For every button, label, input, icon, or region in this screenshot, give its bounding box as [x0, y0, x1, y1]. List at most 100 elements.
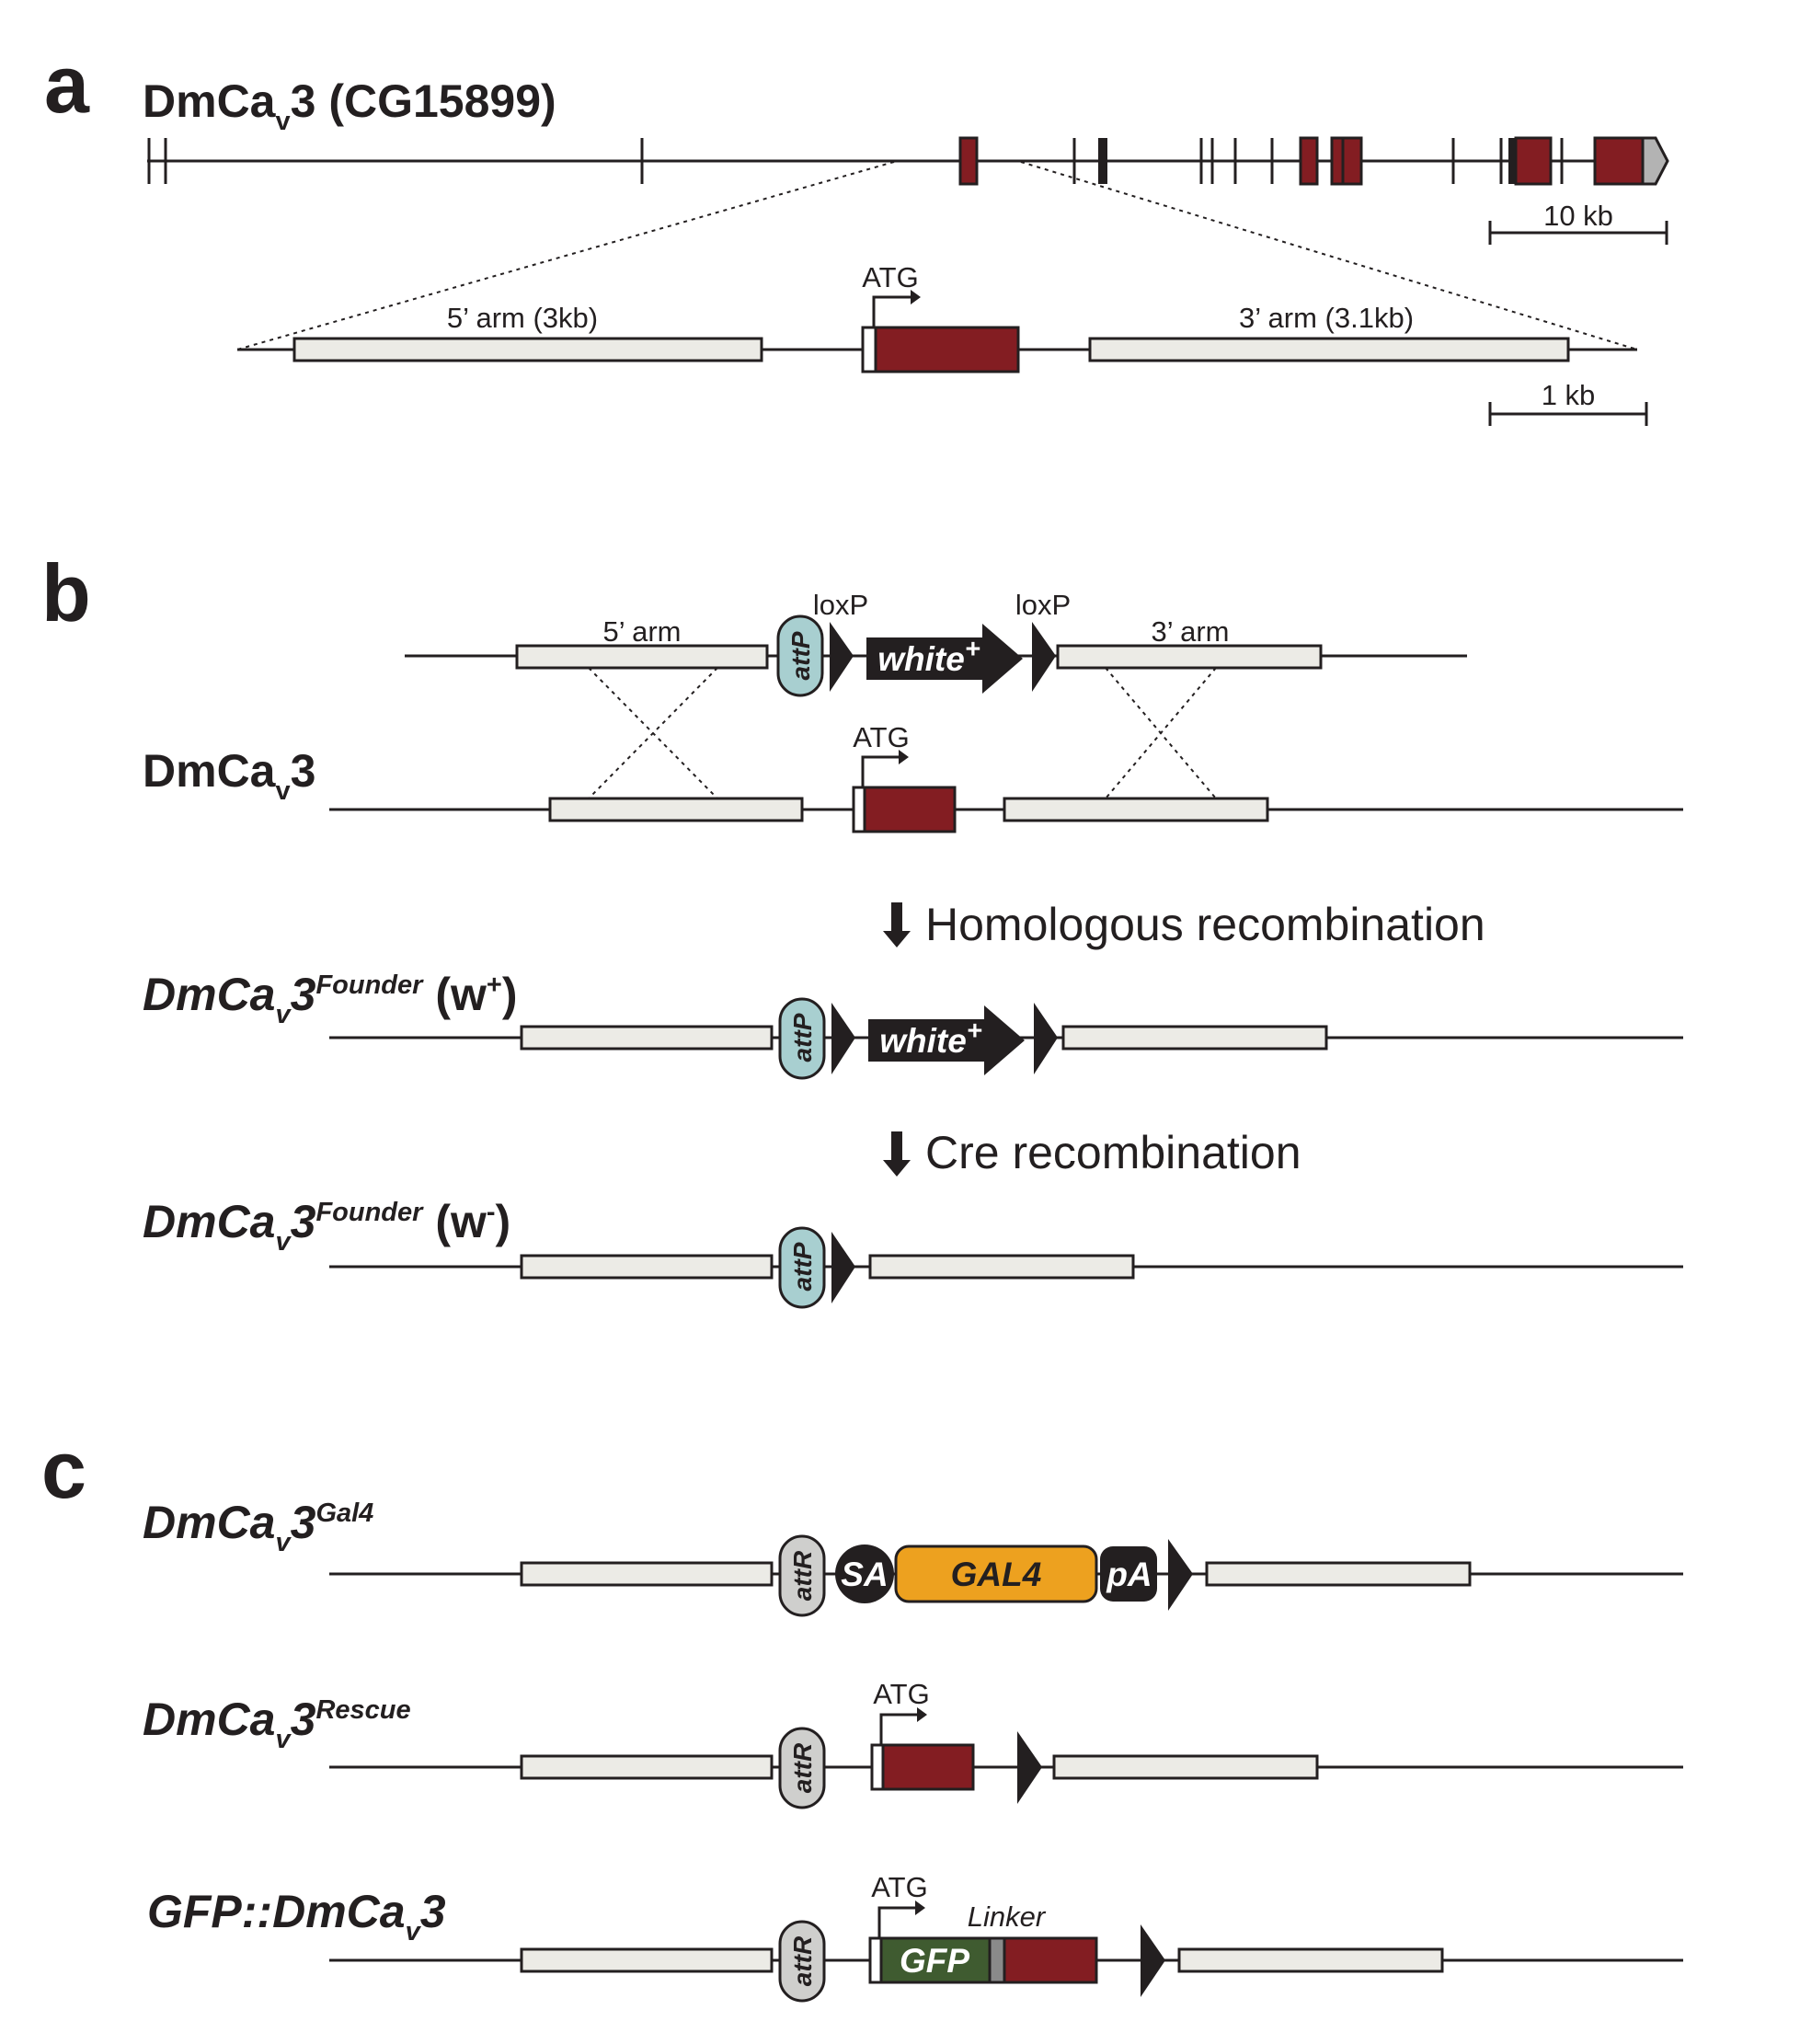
- attr-label-1: attR: [788, 1550, 817, 1601]
- exon-box: [874, 326, 1020, 373]
- gal4-tail: 3: [291, 1497, 316, 1548]
- w-plus-sup: +: [487, 970, 502, 1000]
- wt-allele: ATG: [329, 721, 1683, 833]
- rescue-allele-label: DmCav3Rescue: [143, 1694, 411, 1754]
- scale-bar-1kb-label: 1 kb: [1542, 379, 1596, 411]
- gfp-sub: v: [406, 1917, 422, 1946]
- gal4-allele: attR SA GAL4 pA: [329, 1534, 1683, 1617]
- attp-label-3: attP: [788, 1242, 817, 1291]
- scale-bar-10kb-label: 10 kb: [1543, 200, 1613, 232]
- sa-circle: [835, 1544, 894, 1603]
- gene-name-tail: 3 (CG15899): [291, 75, 556, 127]
- atg-label-c2: ATG: [871, 1871, 927, 1903]
- down-arrow-2: [883, 1131, 911, 1177]
- panel-a-label: a: [44, 39, 90, 130]
- step-cre-label: Cre recombination: [925, 1127, 1301, 1178]
- gfp-prefix: GFP::DmCa: [147, 1886, 406, 1937]
- zoomed-region: ATG 5’ arm (3kb) 3’ arm (3.1kb): [237, 261, 1637, 373]
- linker-box: [988, 1936, 1006, 1984]
- founder-sub-1: v: [275, 1000, 292, 1029]
- gene-model: [147, 136, 1669, 186]
- linker-label: Linker: [968, 1900, 1047, 1933]
- gfp-box-label: GFP: [900, 1942, 969, 1980]
- attp-oval: [776, 614, 824, 697]
- founder-w-1: (w: [422, 969, 487, 1020]
- gal4-main: DmCa: [143, 1497, 275, 1548]
- founder-wplus-allele: attP white+: [329, 997, 1683, 1080]
- step-cre: Cre recombination: [883, 1127, 1301, 1178]
- rescue-main: DmCa: [143, 1694, 275, 1745]
- step-homologous-label: Homologous recombination: [925, 899, 1485, 950]
- white-label-1: white+: [877, 635, 980, 678]
- attr-label-2: attR: [788, 1742, 817, 1793]
- pa-label: pA: [1106, 1556, 1152, 1593]
- panel-b-label: b: [41, 547, 91, 638]
- donor-arm3-label: 3’ arm: [1152, 615, 1230, 648]
- gfp-tail: 3: [420, 1886, 446, 1937]
- step-homologous: Homologous recombination: [883, 899, 1485, 950]
- sa-label: SA: [841, 1556, 888, 1593]
- wt-sub: v: [275, 776, 290, 806]
- gene-name-sub: v: [275, 107, 290, 136]
- atg-label-c1: ATG: [873, 1678, 929, 1710]
- crossover-lines: [588, 667, 1217, 799]
- attr-label-3: attR: [788, 1935, 817, 1986]
- founder-main-2: DmCa: [143, 1196, 275, 1247]
- gene-name-main: DmCa: [143, 75, 277, 127]
- white-sup-2: +: [967, 1016, 982, 1046]
- donor-construct: 5’ arm 3’ arm attP loxP white+ loxP: [405, 589, 1467, 697]
- founder-wplus-label: DmCav3Founder (w+): [143, 969, 517, 1029]
- down-arrow-1: [883, 902, 911, 947]
- arm-3-label: 3’ arm (3.1kb): [1239, 302, 1414, 334]
- founder-main-1: DmCa: [143, 969, 275, 1020]
- wt-tail: 3: [291, 745, 316, 797]
- loxp-right-label: loxP: [1015, 589, 1071, 621]
- loxp-left-label: loxP: [813, 589, 868, 621]
- founder-sup-2: Founder: [315, 1198, 424, 1227]
- gfp-box: [879, 1936, 992, 1984]
- loxp-left-triangle: [830, 622, 854, 692]
- rescue-sub: v: [275, 1725, 292, 1754]
- close-paren-1: ): [502, 969, 518, 1020]
- founder-tail-1: 3: [291, 969, 316, 1020]
- gfp-allele: attR GFP ATG Linker: [329, 1871, 1683, 2003]
- panel-c-label: c: [41, 1424, 86, 1515]
- gene-name-label: DmCav3 (CG15899): [143, 75, 556, 136]
- gal4-sub: v: [275, 1528, 292, 1557]
- pa-box: [1100, 1546, 1157, 1602]
- wt-allele-label: DmCav3: [143, 745, 315, 806]
- atg-label-a: ATG: [862, 261, 918, 293]
- scale-bar-1kb: 1 kb: [1488, 379, 1648, 426]
- founder-wminus-allele: attP: [329, 1226, 1683, 1309]
- rescue-sup: Rescue: [315, 1695, 410, 1725]
- arm-3-box: [1088, 337, 1570, 362]
- founder-sub-2: v: [275, 1227, 292, 1257]
- founder-sup-1: Founder: [315, 970, 424, 1000]
- white-label-2: white+: [879, 1016, 982, 1060]
- donor-arm5-label: 5’ arm: [603, 615, 682, 648]
- founder-wminus-label: DmCav3Founder (w-): [143, 1196, 510, 1257]
- loxp-right-triangle: [1032, 622, 1056, 692]
- gfp-allele-label: GFP::DmCav3: [147, 1886, 446, 1946]
- white-arrow: [866, 624, 1023, 694]
- close-paren-2: ): [496, 1196, 511, 1247]
- zoom-line-left: [236, 161, 895, 350]
- rescue-allele: attR ATG: [329, 1678, 1683, 1809]
- gal4-sup: Gal4: [315, 1499, 373, 1528]
- atg-label-b: ATG: [853, 721, 909, 753]
- gal4-allele-label: DmCav3Gal4: [143, 1497, 373, 1557]
- w-minus-sup: -: [487, 1198, 496, 1227]
- attr-oval-1: [778, 1534, 826, 1617]
- white-main-2: white: [879, 1022, 967, 1060]
- founder-tail-2: 3: [291, 1196, 316, 1247]
- white-sup-1: +: [965, 635, 980, 664]
- founder-w-2: (w: [422, 1196, 487, 1247]
- scale-bar-10kb: 10 kb: [1488, 200, 1668, 245]
- atg-arrow: [872, 295, 911, 327]
- attp-label-2: attP: [788, 1013, 817, 1062]
- arm-5-label: 5’ arm (3kb): [447, 302, 598, 334]
- wt-main: DmCa: [143, 745, 277, 797]
- white-main-1: white: [877, 640, 965, 678]
- arm-5-box: [292, 337, 763, 362]
- attp-label-1: attP: [786, 631, 815, 680]
